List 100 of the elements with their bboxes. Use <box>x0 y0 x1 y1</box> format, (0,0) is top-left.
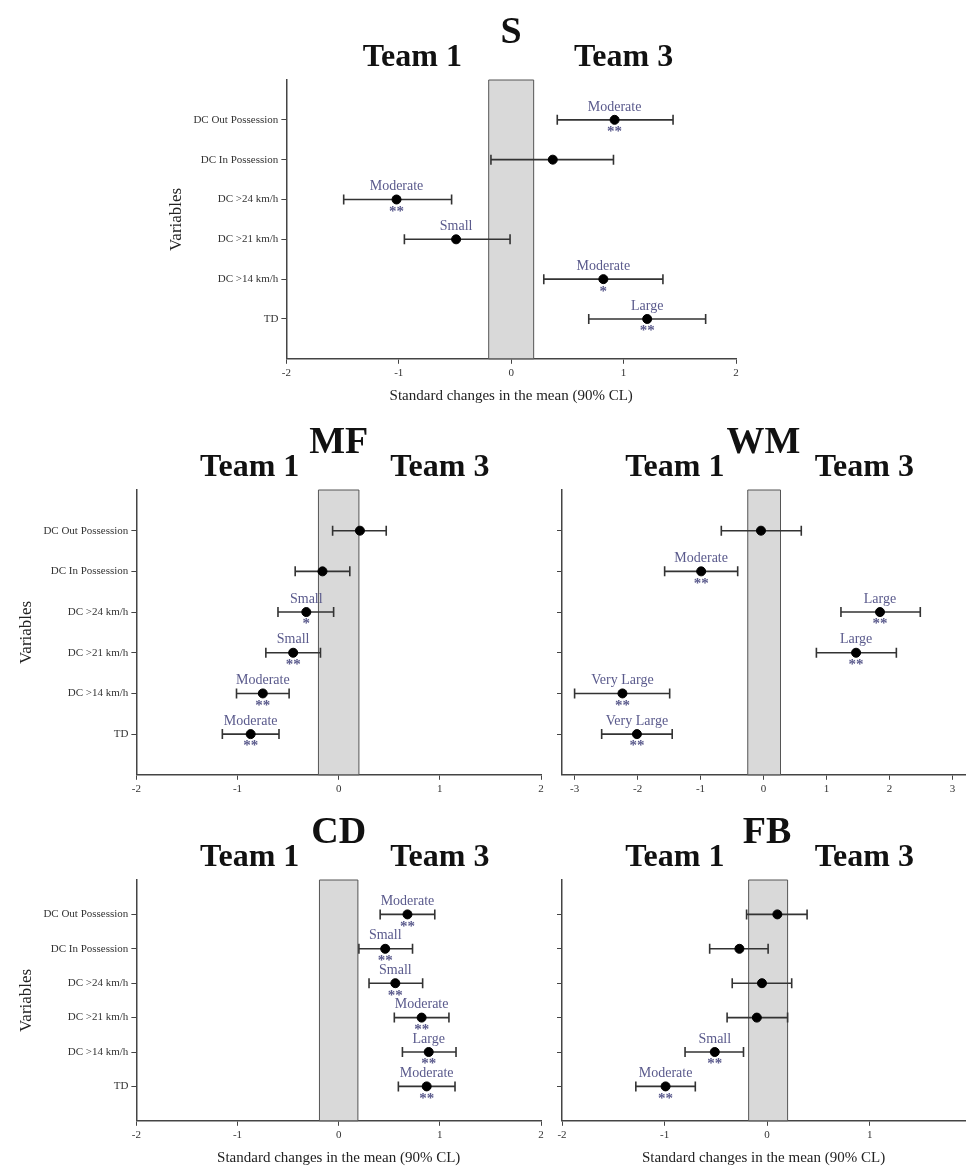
x-tick-label: 2 <box>538 1128 544 1141</box>
y-axis-title: Variables <box>165 187 185 252</box>
point <box>402 909 413 920</box>
x-tick-label: 2 <box>733 366 739 379</box>
annotation: ** <box>848 656 864 673</box>
point <box>755 525 766 536</box>
text: Team 1 <box>625 837 725 874</box>
chart-title: CD <box>311 808 367 851</box>
x-tick-label: 0 <box>764 1128 771 1141</box>
point <box>756 978 767 989</box>
x-tick-label: -1 <box>394 366 404 379</box>
data-label: Moderate <box>587 98 642 114</box>
y-tick-label: DC Out Possession <box>43 907 129 920</box>
point <box>642 313 653 324</box>
data-label: Moderate <box>576 257 631 273</box>
x-axis-title: Standard changes in the mean (90% CL) <box>389 386 633 404</box>
x-axis-title: Standard changes in the mean (90% CL) <box>217 1148 461 1166</box>
data-label: Large <box>631 297 664 313</box>
point <box>598 274 609 285</box>
y-tick-label: DC >21 km/h <box>217 232 279 245</box>
x-tick-label: 3 <box>949 782 956 795</box>
x-tick-label: 1 <box>866 1128 873 1141</box>
annotation: ** <box>607 123 623 140</box>
data-label: Very Large <box>591 672 654 688</box>
point <box>421 1081 432 1092</box>
point <box>257 688 268 699</box>
annotation: ** <box>399 917 415 934</box>
annotation: ** <box>285 656 301 673</box>
y-tick-label: DC >24 km/h <box>217 192 279 205</box>
data-label: Large <box>839 631 873 647</box>
x-tick-label: -2 <box>131 782 141 795</box>
point <box>874 607 885 618</box>
point <box>423 1047 434 1057</box>
chart-title: FB <box>742 808 792 851</box>
y-tick-label: TD <box>263 311 279 324</box>
point <box>416 1012 427 1023</box>
annotation: ** <box>419 1089 435 1106</box>
annotation: ** <box>629 737 645 754</box>
chart-title: MF <box>309 418 369 461</box>
annotation: ** <box>243 737 259 754</box>
x-tick-label: -2 <box>557 1128 567 1141</box>
x-tick-label: 1 <box>620 366 627 379</box>
text: Team 1 <box>625 447 725 484</box>
x-tick-label: 0 <box>508 366 515 379</box>
data-label: Moderate <box>399 1065 454 1081</box>
point <box>354 525 365 536</box>
x-tick-label: -1 <box>232 782 243 795</box>
chart-title: WM <box>726 418 801 461</box>
annotation: ** <box>255 696 271 713</box>
x-axis-title: Standard changes in the mean (90% CL) <box>641 1148 886 1166</box>
text: Team 3 <box>390 447 490 484</box>
y-tick-label: DC >24 km/h <box>67 604 129 617</box>
data-label: Moderate <box>674 550 728 566</box>
data-label: Very Large <box>605 712 669 728</box>
point <box>301 607 312 618</box>
point <box>547 154 558 165</box>
data-label: Moderate <box>638 1065 693 1081</box>
data-label: Moderate <box>380 893 435 909</box>
x-tick-label: -3 <box>570 782 580 795</box>
y-tick-label: DC In Possession <box>50 941 129 954</box>
data-label: Moderate <box>235 672 290 688</box>
text: Team 3 <box>814 837 914 874</box>
y-tick-label: DC >24 km/h <box>67 976 129 989</box>
x-tick-label: -2 <box>131 1128 141 1141</box>
y-tick-label: DC Out Possession <box>43 523 129 536</box>
y-tick-label: DC >14 km/h <box>67 1044 129 1057</box>
data-label: Small <box>368 927 402 943</box>
x-tick-label: -1 <box>659 1128 670 1141</box>
y-tick-label: DC In Possession <box>50 564 129 577</box>
point <box>380 943 391 954</box>
x-tick-label: 1 <box>823 782 830 795</box>
y-tick-label: DC >14 km/h <box>67 686 129 699</box>
data-label: Small <box>698 1030 732 1046</box>
data-label: Large <box>863 590 897 606</box>
x-tick-label: 0 <box>335 1128 342 1141</box>
annotation: ** <box>639 322 655 339</box>
point <box>660 1081 671 1092</box>
annotation: ** <box>693 574 709 591</box>
point <box>288 647 299 658</box>
x-tick-label: -1 <box>232 1128 243 1141</box>
point <box>609 114 620 125</box>
y-axis-title: Variables <box>15 600 35 665</box>
annotation: ** <box>614 696 630 713</box>
x-tick-label: -2 <box>281 366 291 379</box>
y-tick-label: TD <box>113 1079 129 1092</box>
point <box>772 909 783 920</box>
data-label: Moderate <box>369 178 424 194</box>
x-tick-label: 0 <box>760 782 767 795</box>
data-label: Small <box>378 961 412 977</box>
x-tick-label: 1 <box>437 1128 443 1141</box>
point <box>851 647 862 658</box>
text: Team 1 <box>200 837 300 874</box>
annotation: ** <box>872 615 888 632</box>
y-tick-label: DC >14 km/h <box>217 272 279 285</box>
y-tick-label: DC >21 km/h <box>67 645 129 658</box>
y-tick-label: DC >21 km/h <box>67 1010 129 1023</box>
point <box>451 234 462 245</box>
x-tick-label: 2 <box>538 782 544 795</box>
y-axis-title: Variables <box>15 968 35 1033</box>
text: Team 3 <box>573 37 674 74</box>
